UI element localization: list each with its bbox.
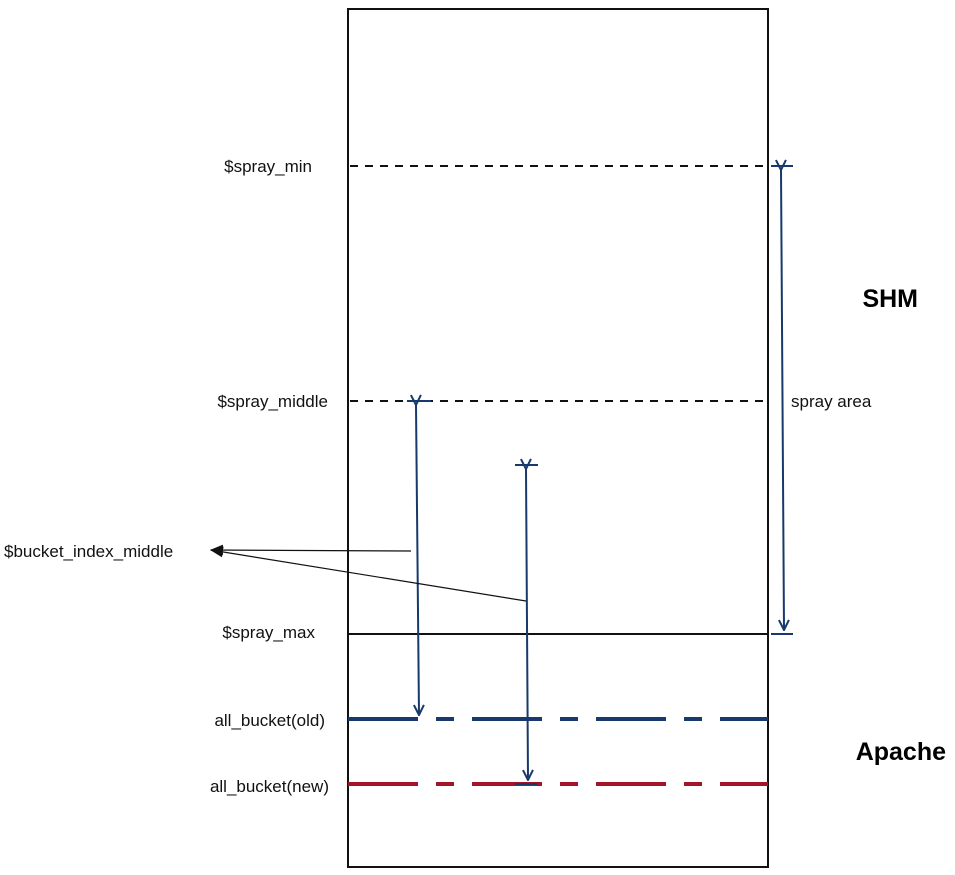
bucket-index-middle-label: $bucket_index_middle bbox=[4, 542, 173, 561]
all-bucket-new-label: all_bucket(new) bbox=[210, 777, 329, 796]
spray-area-arrow bbox=[781, 170, 784, 630]
spray-area-label: spray area bbox=[791, 392, 872, 411]
memory-block bbox=[347, 8, 769, 868]
old-bucket-distance-arrow bbox=[416, 405, 419, 715]
spray-max-label: $spray_max bbox=[222, 623, 315, 642]
spray-min-label: $spray_min bbox=[224, 157, 312, 176]
shm-region-label: SHM bbox=[862, 285, 918, 313]
apache-region-label: Apache bbox=[856, 738, 946, 766]
new-bucket-distance-arrow bbox=[526, 469, 528, 780]
bucket-index-pointer-old bbox=[209, 544, 412, 556]
spray-middle-label: $spray_middle bbox=[217, 392, 328, 411]
bucket-index-pointer-new bbox=[209, 546, 527, 602]
all-bucket-old-label: all_bucket(old) bbox=[214, 711, 325, 730]
